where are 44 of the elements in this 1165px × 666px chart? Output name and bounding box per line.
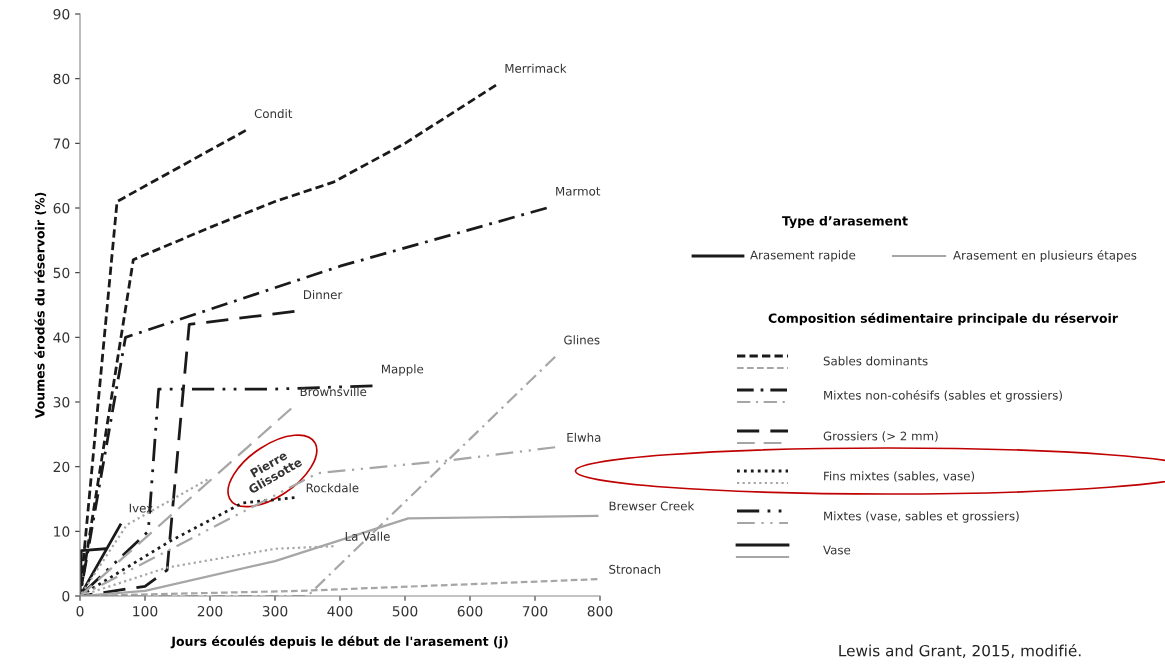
y-tick-label: 10 — [54, 526, 70, 537]
series-label: Brewser Creek — [609, 501, 695, 511]
y-tick-label: 70 — [53, 138, 70, 149]
series-label: Condit — [254, 108, 293, 119]
y-tick-label: 20 — [53, 461, 70, 473]
x-tick-label: 800 — [587, 605, 613, 617]
y-tick-label: 40 — [53, 332, 70, 343]
y-tick-label: 0 — [62, 590, 70, 602]
series-label: Rockdale — [306, 483, 359, 493]
x-tick-label: 500 — [392, 605, 418, 617]
series-label: Dinner — [303, 290, 343, 300]
series-label: Glines — [564, 335, 600, 345]
text: Fins mixtes (sables, vase) — [824, 471, 975, 482]
x-tick-label: 700 — [522, 605, 548, 617]
x-tick-label: 300 — [262, 605, 288, 617]
x-tick-label: 100 — [133, 605, 158, 617]
x-axis-title: Jours écoulés depuis le début de l'arasement (j) — [170, 635, 508, 649]
series-label: Mapple — [381, 364, 424, 376]
y-tick-label: 50 — [53, 267, 70, 279]
series-label: Brownsville — [300, 387, 367, 397]
text: Grossiers (> 2 mm) — [823, 431, 938, 442]
text: Lewis and Grant, 2015, modifié. — [839, 644, 1081, 658]
text: Vase — [823, 545, 851, 555]
y-tick-label: 30 — [53, 396, 70, 408]
x-tick-label: 200 — [197, 605, 223, 617]
y-tick-label: 60 — [53, 202, 70, 214]
x-tick-label: 0 — [76, 605, 84, 617]
text: Mixtes (vase, sables et grossiers) — [824, 511, 1019, 523]
series-label: La Valle — [345, 531, 390, 541]
series-label: Marmot — [556, 186, 601, 196]
series-label: Merrimack — [505, 63, 567, 73]
text: Type d’arasement — [782, 215, 908, 229]
x-tick-label: 600 — [457, 605, 483, 617]
text: Arasement rapide — [750, 250, 856, 262]
series-label: Elwha — [567, 432, 601, 442]
series-label: Stronach — [609, 564, 661, 574]
text: Sables dominants — [823, 356, 928, 366]
y-tick-label: 90 — [53, 8, 70, 20]
text: Arasement en plusieurs étapes — [953, 250, 1137, 262]
y-axis-title: Voumes érodés du réservoir (%) — [34, 192, 47, 419]
y-tick-label: 80 — [53, 73, 70, 85]
x-tick-label: 400 — [327, 605, 353, 617]
text: Mixtes non-cohésifs (sables et grossiers) — [824, 390, 1062, 402]
text: Composition sédimentaire principale du réservoir — [768, 312, 1118, 326]
